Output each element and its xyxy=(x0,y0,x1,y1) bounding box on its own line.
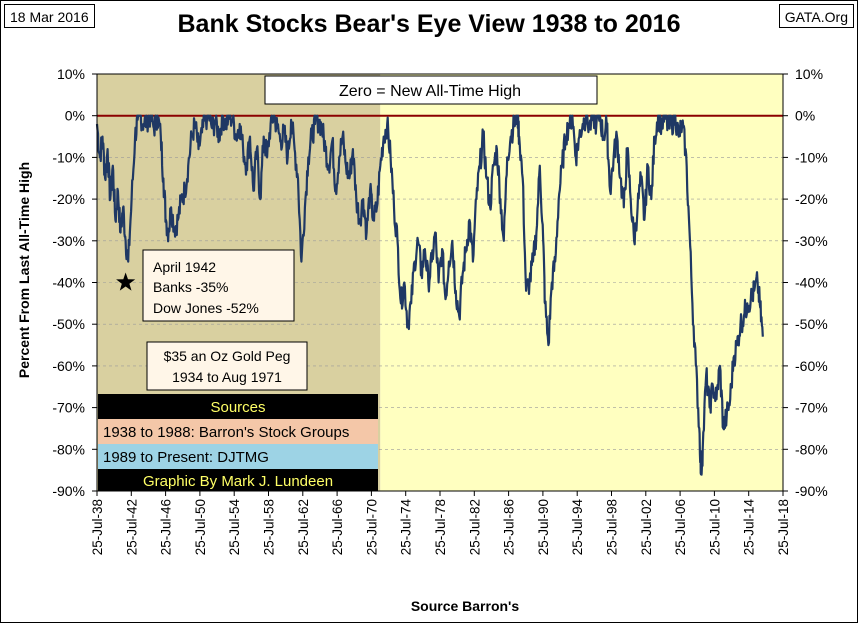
credit-box xyxy=(98,469,378,491)
gold-peg-line-2: 1934 to Aug 1971 xyxy=(172,369,282,385)
sources-title-box xyxy=(98,394,378,419)
x-tick-label: 25-Jul-98 xyxy=(605,499,620,555)
credit: Graphic By Mark J. Lundeen xyxy=(143,473,333,490)
x-tick-label: 25-Jul-94 xyxy=(570,499,585,556)
site-label: GATA.Org xyxy=(778,4,854,28)
y-tick-label-right: -70% xyxy=(795,400,828,416)
sources-title: Sources xyxy=(210,399,265,416)
zero-label-box xyxy=(264,75,598,105)
y-tick-label-left: -70% xyxy=(52,400,85,416)
gold-peg-box xyxy=(146,341,308,391)
bank-stocks-line xyxy=(95,114,764,476)
y-tick-label-right: 10% xyxy=(795,66,823,82)
x-tick-label: 25-Jul-18 xyxy=(776,499,791,555)
y-axis-right: 10% 0% -10% -20% -30% -40% -50% -60% -70% -80% -90… xyxy=(783,66,828,499)
x-axis-label: Source Barron's xyxy=(411,598,520,614)
chart-title: Bank Stocks Bear's Eye View 1938 to 2016 xyxy=(177,10,681,38)
y-tick-label-left: -90% xyxy=(52,483,85,499)
y-tick-label-right: -20% xyxy=(795,191,828,207)
x-tick-label: 25-Jul-86 xyxy=(502,499,517,555)
y-tick-label-left: -80% xyxy=(52,441,85,457)
x-tick-label: 25-Jul-66 xyxy=(330,499,345,555)
x-tick-label: 25-Jul-90 xyxy=(536,499,551,555)
april-1942-line-3: Dow Jones -52% xyxy=(153,300,259,316)
x-tick-label: 25-Jul-02 xyxy=(639,499,654,555)
y-tick-label-left: -60% xyxy=(52,358,85,374)
x-tick-label: 25-Jul-62 xyxy=(296,499,311,555)
april-1942-star-icon xyxy=(116,272,136,291)
source-1-box xyxy=(98,419,378,444)
source-1: 1938 to 1988: Barron's Stock Groups xyxy=(103,424,349,441)
y-tick-label-right: -10% xyxy=(795,149,828,165)
x-tick-label: 25-Jul-58 xyxy=(262,499,277,555)
source-2: 1989 to Present: DJTMG xyxy=(103,449,269,466)
date-label: 18 Mar 2016 xyxy=(4,4,95,28)
x-tick-label: 25-Jul-82 xyxy=(467,499,482,555)
y-tick-label-left: -50% xyxy=(52,316,85,332)
y-tick-label-left: -10% xyxy=(52,149,85,165)
y-tick-label-left: 10% xyxy=(57,66,85,82)
y-tick-label-right: -30% xyxy=(795,233,828,249)
x-tick-label: 25-Jul-70 xyxy=(364,499,379,555)
source-2-box xyxy=(98,444,378,469)
x-tick-label: 25-Jul-46 xyxy=(159,499,174,555)
april-1942-line-1: April 1942 xyxy=(153,259,216,275)
gold-peg-line-1: $35 an Oz Gold Peg xyxy=(164,348,291,364)
y-tick-label-left: 0% xyxy=(65,108,85,124)
y-axis-left: 10% 0% -10% -20% -30% -40% -50% -60% -70% -80% -90… xyxy=(52,66,97,499)
x-tick-label: 25-Jul-10 xyxy=(707,499,722,555)
x-tick-label: 25-Jul-14 xyxy=(742,499,757,556)
y-tick-label-right: -60% xyxy=(795,358,828,374)
y-tick-label-left: -20% xyxy=(52,191,85,207)
y-axis-label: Percent From Last All-Time High xyxy=(16,162,32,378)
y-tick-label-left: -40% xyxy=(52,275,85,291)
y-tick-label-right: 0% xyxy=(795,108,815,124)
y-tick-label-right: -90% xyxy=(795,483,828,499)
y-tick-label-right: -50% xyxy=(795,316,828,332)
zero-label: Zero = New All-Time High xyxy=(339,83,521,100)
x-tick-label: 25-Jul-38 xyxy=(90,499,105,555)
x-tick-label: 25-Jul-74 xyxy=(399,499,414,556)
x-tick-label: 25-Jul-06 xyxy=(673,499,688,555)
april-1942-line-2: Banks -35% xyxy=(153,279,228,295)
x-axis: 25-Jul-38 25-Jul-42 25-Jul-46 25-Jul-50 25-J… xyxy=(90,491,791,555)
y-tick-label-right: -40% xyxy=(795,275,828,291)
y-tick-label-right: -80% xyxy=(795,441,828,457)
x-tick-label: 25-Jul-78 xyxy=(433,499,448,555)
x-tick-label: 25-Jul-50 xyxy=(193,499,208,555)
x-tick-label: 25-Jul-54 xyxy=(227,499,242,556)
y-tick-label-left: -30% xyxy=(52,233,85,249)
april-1942-box xyxy=(142,249,295,322)
x-tick-label: 25-Jul-42 xyxy=(124,499,139,555)
